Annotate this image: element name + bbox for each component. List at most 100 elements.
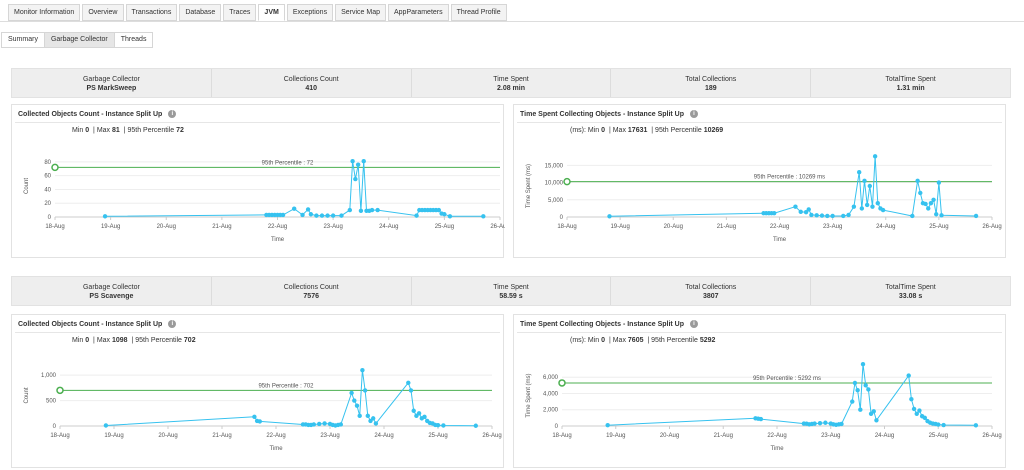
data-point xyxy=(803,209,809,215)
chart-stats: Min 0 | Max 81 | 95th Percentile 72 xyxy=(72,127,184,134)
x-axis-title: Time xyxy=(271,237,285,243)
summary-time-spent: Time Spent 2.08 min xyxy=(412,69,612,97)
x-tick-label: 26-Aug xyxy=(482,433,501,439)
x-tick-label: 18-Aug xyxy=(45,224,64,230)
data-point xyxy=(605,422,610,428)
line-chart: 0 2,000 4,000 6,000 18-Aug 19-Aug 20-Aug 21-Aug… xyxy=(526,361,1002,452)
data-point xyxy=(934,212,939,217)
tab-monitor-information[interactable]: Monitor Information xyxy=(8,4,81,21)
chart-title-text: Collected Objects Count - Instance Split… xyxy=(18,110,163,118)
value-total-collections: 3807 xyxy=(703,293,719,300)
data-point xyxy=(352,398,357,403)
data-point xyxy=(825,213,830,219)
value-garbage-collector: PS MarkSweep xyxy=(86,85,137,92)
x-tick-label: 19-Aug xyxy=(610,224,629,230)
data-point xyxy=(856,170,862,175)
data-point xyxy=(411,408,416,413)
x-axis-title: Time xyxy=(773,237,787,243)
y-tick-label: 10,000 xyxy=(545,181,564,187)
tab-exceptions[interactable]: Exceptions xyxy=(286,4,334,21)
separator: | xyxy=(93,337,95,344)
info-icon[interactable]: i xyxy=(168,320,177,328)
x-tick-label: 25-Aug xyxy=(435,224,454,230)
data-point xyxy=(371,416,376,421)
tab-service-map[interactable]: Service Map xyxy=(335,4,386,21)
y-tick-label: 0 xyxy=(560,215,564,221)
data-point xyxy=(353,176,358,182)
data-point xyxy=(308,212,314,217)
max-label: Max xyxy=(96,127,111,134)
data-point xyxy=(103,423,109,428)
data-point xyxy=(300,212,305,218)
y-tick-label: 5,000 xyxy=(548,198,564,204)
x-tick-label: 20-Aug xyxy=(157,224,176,230)
value-total-collections: 189 xyxy=(704,85,717,92)
x-tick-label: 23-Aug xyxy=(320,433,339,439)
y-tick-label: 40 xyxy=(44,187,51,193)
data-point xyxy=(939,213,944,218)
data-point xyxy=(936,422,941,427)
subtab-threads[interactable]: Threads xyxy=(113,32,154,48)
label-time-spent: Time Spent xyxy=(493,284,529,291)
data-point xyxy=(362,388,368,393)
tab-divider xyxy=(0,21,1024,22)
x-tick-label: 22-Aug xyxy=(266,433,285,439)
chart-card-count-1: Collected Objects Count - Instance Split… xyxy=(11,104,505,258)
percentile-marker xyxy=(51,163,59,172)
summary-gc-name: Garbage Collector PS MarkSweep xyxy=(12,69,212,97)
info-icon[interactable]: i xyxy=(690,110,699,118)
data-point xyxy=(422,414,427,420)
data-point xyxy=(481,214,486,219)
tab-appparameters[interactable]: AppParameters xyxy=(387,4,449,21)
data-point xyxy=(317,421,322,427)
data-point xyxy=(354,403,360,408)
data-point xyxy=(473,423,478,428)
value-garbage-collector: PS Scavenge xyxy=(89,293,134,300)
label-collections-count: Collections Count xyxy=(283,76,339,83)
data-point xyxy=(806,207,811,212)
data-point xyxy=(798,209,803,215)
data-point xyxy=(809,212,814,218)
max-value: 1098 xyxy=(112,337,128,344)
min-value: 0 xyxy=(85,127,90,134)
data-point xyxy=(866,387,871,392)
chart-title: Time Spent Collecting Objects - Instance… xyxy=(520,110,699,118)
x-tick-label: 23-Aug xyxy=(823,224,842,230)
data-point xyxy=(814,213,819,218)
x-tick-label: 26-Aug xyxy=(490,224,505,230)
y-axis-title: Time Spent (ms) xyxy=(526,373,532,417)
max-value: 7605 xyxy=(627,337,644,344)
tab-overview[interactable]: Overview xyxy=(82,4,124,21)
data-point xyxy=(867,183,873,189)
data-point xyxy=(819,213,825,218)
data-point xyxy=(347,207,353,213)
info-icon[interactable]: i xyxy=(690,320,699,328)
tab-traces[interactable]: Traces xyxy=(223,4,257,21)
x-tick-label: 19-Aug xyxy=(606,433,625,439)
x-tick-label: 19-Aug xyxy=(104,433,123,439)
series-line xyxy=(609,156,977,217)
data-point xyxy=(330,213,336,218)
info-icon[interactable]: i xyxy=(168,110,177,118)
title-divider xyxy=(517,122,1002,123)
subtab-garbage-collector[interactable]: Garbage Collector xyxy=(43,32,115,48)
y-axis-title: Time Spent (ms) xyxy=(526,164,532,208)
data-point xyxy=(339,213,344,218)
summary-total-collections: Total Collections 3807 xyxy=(611,277,812,305)
x-tick-label: 26-Aug xyxy=(982,433,1001,439)
tab-thread-profile[interactable]: Thread Profile xyxy=(450,4,507,21)
p95-label: 95th Percentile xyxy=(135,337,182,344)
tab-database[interactable]: Database xyxy=(179,4,222,21)
data-point xyxy=(414,213,419,218)
tab-transactions[interactable]: Transactions xyxy=(125,4,178,21)
tab-jvm[interactable]: JVM xyxy=(258,4,285,21)
data-point xyxy=(442,212,447,217)
max-value: 17631 xyxy=(627,127,648,134)
subtab-summary[interactable]: Summary xyxy=(1,32,45,48)
data-point xyxy=(375,207,380,213)
p95-label: 95th Percentile xyxy=(651,337,698,344)
data-point xyxy=(871,409,876,414)
data-point xyxy=(406,380,411,385)
y-tick-label: 0 xyxy=(53,424,57,430)
collector-summary-1: Garbage Collector PS MarkSweep Collection… xyxy=(11,68,1011,98)
